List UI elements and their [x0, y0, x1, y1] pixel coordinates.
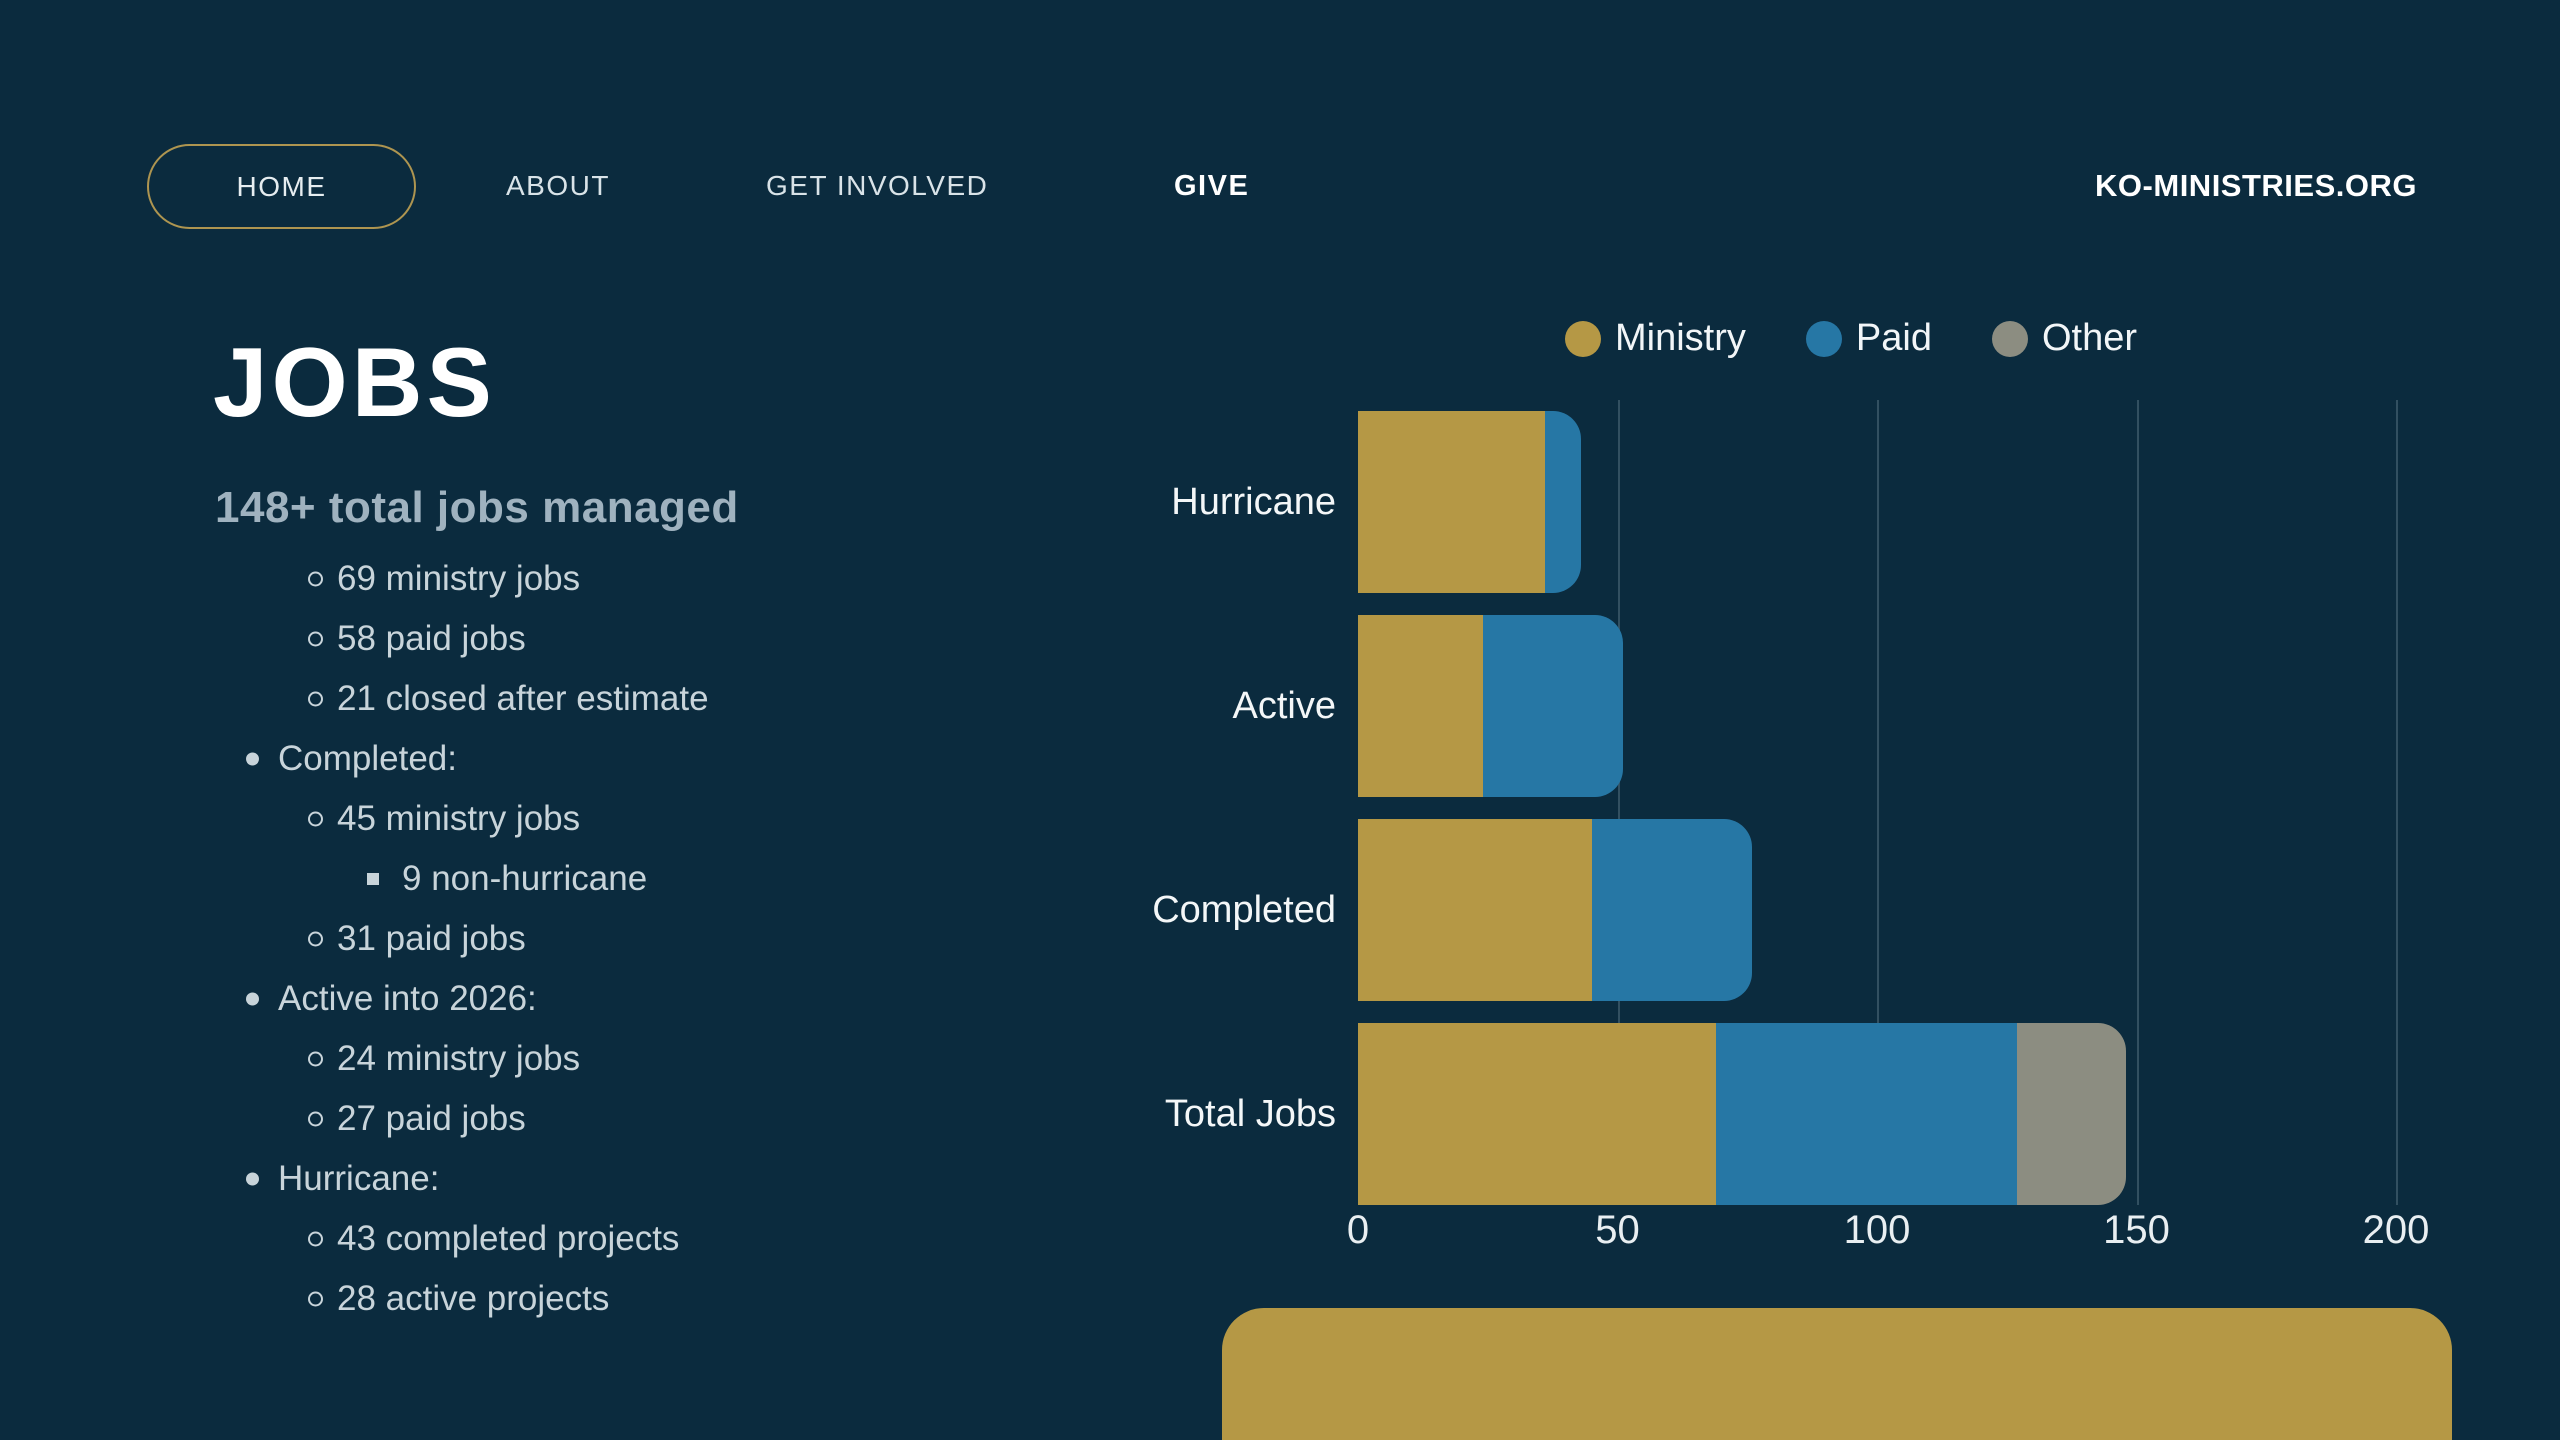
list-item: Hurricane:	[240, 1149, 709, 1209]
category-label: Completed	[1152, 889, 1336, 931]
brand-logo-text[interactable]: KO-MINISTRIES.ORG	[2095, 168, 2417, 203]
bar-row: Active	[1233, 615, 2396, 797]
list-item-text: 24 ministry jobs	[337, 1039, 581, 1078]
list-item: 28 active projects	[240, 1269, 709, 1329]
list-item-text: 31 paid jobs	[337, 919, 526, 958]
list-item-text: Hurricane:	[278, 1159, 440, 1198]
list-item: 9 non-hurricane	[240, 849, 709, 909]
chart-plot: Hurricane Active Completed Total Jobs	[1152, 400, 2398, 1205]
x-tick-label: 100	[1843, 1208, 1911, 1252]
circle-bullet-icon	[308, 811, 323, 827]
legend-label: Other	[2041, 317, 2137, 359]
list-item: 31 paid jobs	[240, 909, 709, 969]
list-item: 58 paid jobs	[240, 609, 709, 669]
list-item-text: 69 ministry jobs	[337, 559, 581, 598]
nav-give-link[interactable]: GIVE	[1174, 170, 1250, 202]
list-item-text: 45 ministry jobs	[337, 799, 581, 838]
circle-bullet-icon	[308, 1231, 323, 1247]
circle-bullet-icon	[308, 691, 323, 707]
gridline	[1877, 400, 1879, 1205]
legend-swatch-icon	[1565, 320, 1601, 357]
x-tick-label: 0	[1346, 1208, 1370, 1252]
list-item-text: 9 non-hurricane	[402, 859, 648, 898]
legend-item: Paid	[1805, 317, 1932, 360]
x-tick-label: 200	[2362, 1208, 2430, 1252]
bar-segment-paid	[1482, 615, 1623, 797]
circle-bullet-icon	[308, 631, 323, 647]
circle-bullet-icon	[308, 571, 323, 587]
legend-label: Ministry	[1615, 317, 1746, 359]
legend-swatch-icon	[1805, 320, 1842, 357]
list-item-text: Completed:	[278, 739, 457, 778]
circle-bullet-icon	[308, 1111, 323, 1127]
list-item: 69 ministry jobs	[240, 549, 709, 609]
bar-segment-paid	[1716, 1023, 2018, 1205]
list-item-text: 21 closed after estimate	[337, 679, 709, 718]
disc-bullet-icon	[246, 1172, 259, 1186]
bar-segment-paid	[1544, 411, 1582, 593]
stacked-bar	[1358, 615, 1623, 797]
list-item-text: 43 completed projects	[337, 1219, 680, 1258]
circle-bullet-icon	[308, 1051, 323, 1067]
nav-home-label: HOME	[236, 170, 327, 202]
chart-legend: Ministry Paid Other	[1565, 317, 2137, 360]
bar-segment-ministry	[1358, 1023, 1717, 1205]
list-item: 43 completed projects	[240, 1209, 709, 1269]
bar-segment-paid	[1591, 819, 1753, 1001]
square-bullet-icon	[367, 873, 379, 885]
stacked-bar	[1358, 1023, 2127, 1205]
circle-bullet-icon	[308, 1291, 323, 1307]
category-label: Total Jobs	[1164, 1093, 1336, 1135]
disc-bullet-icon	[246, 992, 259, 1006]
list-item: 27 paid jobs	[240, 1089, 709, 1149]
bar-row: Total Jobs	[1165, 1023, 2396, 1205]
stacked-bar	[1358, 411, 1582, 593]
jobs-stats-list: 69 ministry jobs 58 paid jobs 21 closed …	[240, 549, 709, 1329]
gridline	[2136, 400, 2139, 1205]
bar-segment-other	[2017, 1023, 2127, 1205]
gridline	[1617, 400, 1620, 1205]
bar-segment-ministry	[1358, 615, 1483, 797]
list-item-text: 28 active projects	[337, 1279, 610, 1318]
circle-bullet-icon	[308, 931, 323, 947]
list-item-text: Active into 2026:	[278, 979, 537, 1018]
category-label: Hurricane	[1171, 481, 1336, 523]
gridline	[2396, 400, 2398, 1205]
nav-get-involved-link[interactable]: GET INVOLVED	[766, 170, 989, 201]
legend-label: Paid	[1855, 317, 1932, 359]
bar-segment-ministry	[1358, 411, 1545, 593]
x-tick-label: 50	[1595, 1208, 1640, 1252]
legend-item: Ministry	[1565, 317, 1746, 360]
disc-bullet-icon	[246, 752, 259, 766]
list-item: 45 ministry jobs	[240, 789, 709, 849]
page-title: JOBS	[213, 327, 496, 437]
list-item: 24 ministry jobs	[240, 1029, 709, 1089]
stacked-bar	[1358, 819, 1753, 1001]
list-item: 21 closed after estimate	[240, 669, 709, 729]
list-item: Active into 2026:	[240, 969, 709, 1029]
bar-segment-ministry	[1358, 819, 1592, 1001]
x-tick-label: 150	[2103, 1208, 2170, 1252]
nav-about-link[interactable]: ABOUT	[506, 170, 610, 201]
bar-row: Completed	[1152, 819, 2396, 1001]
category-label: Active	[1232, 685, 1336, 727]
list-item-text: 58 paid jobs	[337, 619, 526, 658]
bar-row: Hurricane	[1171, 411, 2396, 593]
chart-x-axis: 0 50 100 150 200	[1347, 1208, 2430, 1258]
jobs-subtitle: 148+ total jobs managed	[215, 483, 739, 532]
list-item: Completed:	[240, 729, 709, 789]
footer-gold-card	[1222, 1308, 2452, 1440]
list-item-text: 27 paid jobs	[337, 1099, 526, 1138]
nav-home-button[interactable]: HOME	[147, 144, 416, 229]
legend-item: Other	[1991, 317, 2137, 360]
legend-swatch-icon	[1991, 320, 2028, 357]
